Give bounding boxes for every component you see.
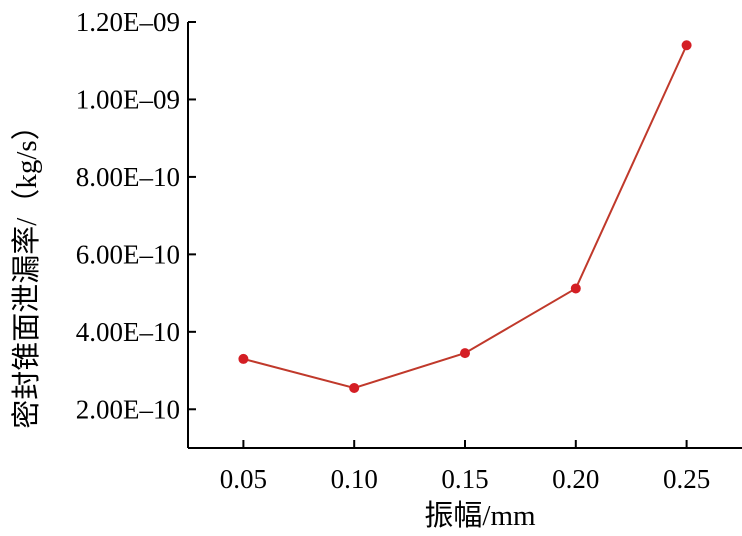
data-point — [460, 348, 470, 359]
x-tick-label: 0.10 — [331, 464, 378, 494]
data-point — [681, 40, 692, 51]
x-tick-label: 0.05 — [220, 464, 267, 494]
y-tick-label: 1.00E–09 — [76, 84, 180, 114]
y-tick-label: 1.20E–09 — [76, 7, 180, 37]
data-point — [238, 353, 249, 364]
x-axis-label: 振幅/mm — [424, 499, 536, 531]
y-tick-label: 4.00E–10 — [76, 317, 180, 347]
series — [238, 40, 692, 393]
axes — [187, 22, 742, 449]
data-point — [570, 283, 581, 294]
series-line — [243, 44, 688, 390]
y-axis-label: 密封锥面泄漏率/（kg/s） — [10, 111, 43, 428]
ticks: 2.00E–10 4.00E–10 6.00E–10 8.00E–10 1.00E–09… — [76, 7, 710, 494]
x-tick-label: 0.25 — [663, 464, 710, 494]
y-tick-label: 6.00E–10 — [76, 239, 180, 269]
x-tick-label: 0.20 — [552, 464, 599, 494]
x-tick-label: 0.15 — [441, 464, 488, 494]
y-tick-label: 2.00E–10 — [76, 394, 180, 424]
data-point — [349, 382, 360, 393]
y-tick-label: 8.00E–10 — [76, 162, 180, 192]
